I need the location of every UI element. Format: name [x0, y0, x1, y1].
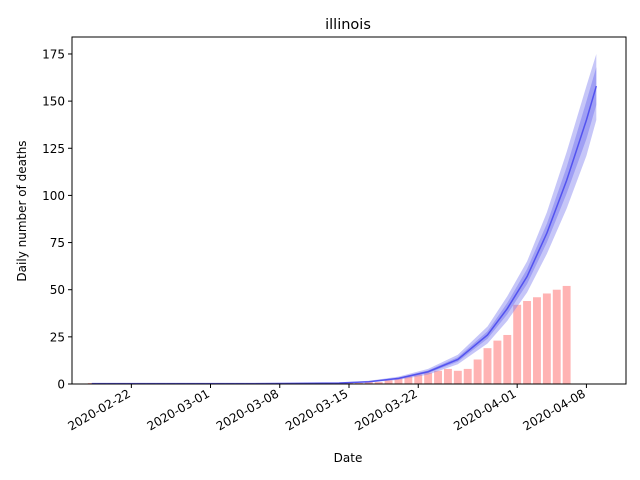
y-tick-label: 175	[42, 47, 65, 61]
bar	[443, 368, 452, 384]
y-tick-label: 0	[57, 378, 65, 392]
bar	[404, 376, 413, 384]
y-tick-label: 100	[42, 189, 65, 203]
bar	[374, 382, 383, 384]
x-axis-title: Date	[334, 451, 363, 465]
bar	[463, 368, 472, 384]
y-tick-label: 25	[50, 330, 65, 344]
x-tick-label: 2020-03-15	[283, 386, 350, 433]
chart-title: illinois	[325, 17, 371, 33]
y-axis-title: Daily number of deaths	[15, 140, 29, 281]
bar	[513, 304, 522, 384]
bar	[493, 340, 502, 385]
x-tick-label: 2020-02-22	[65, 386, 132, 433]
bar	[364, 382, 373, 384]
x-tick-label: 2020-03-22	[352, 386, 419, 433]
bar	[414, 374, 423, 384]
x-tick-label: 2020-03-01	[145, 386, 212, 433]
bar	[503, 334, 512, 384]
bar	[453, 370, 462, 384]
bar	[552, 289, 561, 384]
bar	[542, 293, 551, 384]
x-tick-label: 2020-04-01	[451, 386, 518, 433]
y-tick-label: 50	[50, 283, 65, 297]
bar	[523, 301, 532, 384]
bar	[424, 372, 433, 384]
bar	[394, 378, 403, 384]
bar	[533, 297, 541, 384]
y-tick-label: 125	[42, 142, 65, 156]
x-tick-label: 2020-03-08	[214, 386, 281, 433]
bar	[434, 370, 442, 384]
y-tick-label: 150	[42, 95, 65, 109]
x-tick-label: 2020-04-08	[521, 386, 588, 433]
bar	[562, 285, 571, 384]
bar	[483, 348, 492, 384]
plot-area	[87, 53, 598, 385]
bar	[384, 380, 393, 384]
bar	[473, 359, 482, 384]
y-tick-label: 75	[50, 236, 65, 250]
